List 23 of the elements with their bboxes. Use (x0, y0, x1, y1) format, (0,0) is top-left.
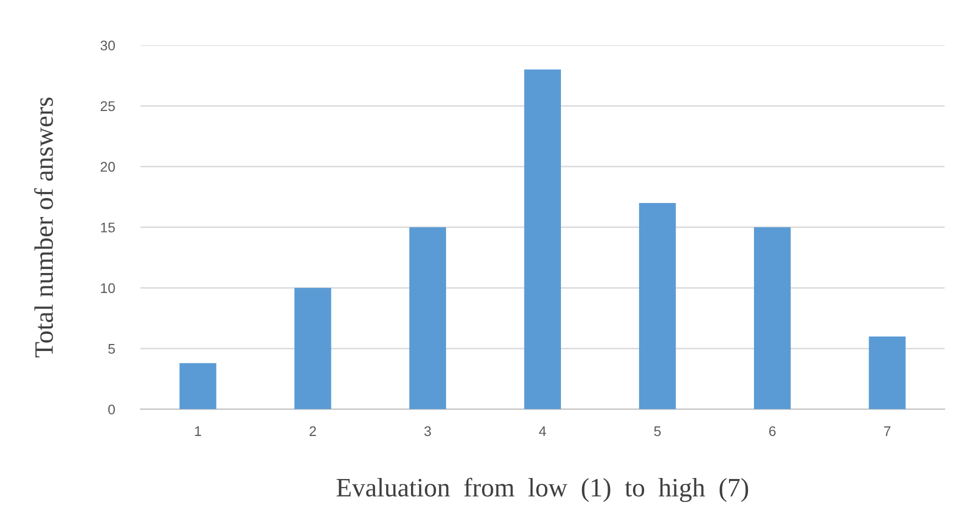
x-tick-label: 4 (539, 426, 546, 436)
bar (294, 288, 332, 410)
x-tick-label: 7 (884, 426, 890, 436)
y-tick-label: 10 (101, 283, 115, 294)
bar (868, 336, 906, 410)
y-tick-label: 0 (108, 404, 115, 414)
x-tick-label: 2 (310, 426, 316, 436)
x-axis-title: Evaluation from low (1) to high (7) (336, 478, 748, 502)
bar (754, 227, 791, 410)
y-tick-label: 15 (101, 222, 115, 232)
bar (409, 227, 446, 410)
x-tick-label: 3 (424, 426, 431, 436)
x-tick-label: 5 (654, 426, 661, 436)
bar (639, 202, 676, 410)
bar (524, 70, 561, 410)
y-axis-title: Total number of answers (34, 98, 53, 358)
y-tick-label: 20 (100, 162, 115, 172)
x-tick-label: 6 (769, 426, 776, 436)
y-tick-label: 25 (100, 101, 115, 112)
x-tick-label: 1 (195, 426, 202, 436)
y-tick-label: 30 (100, 40, 115, 50)
y-tick-label: 5 (108, 344, 115, 354)
bar (180, 363, 216, 410)
